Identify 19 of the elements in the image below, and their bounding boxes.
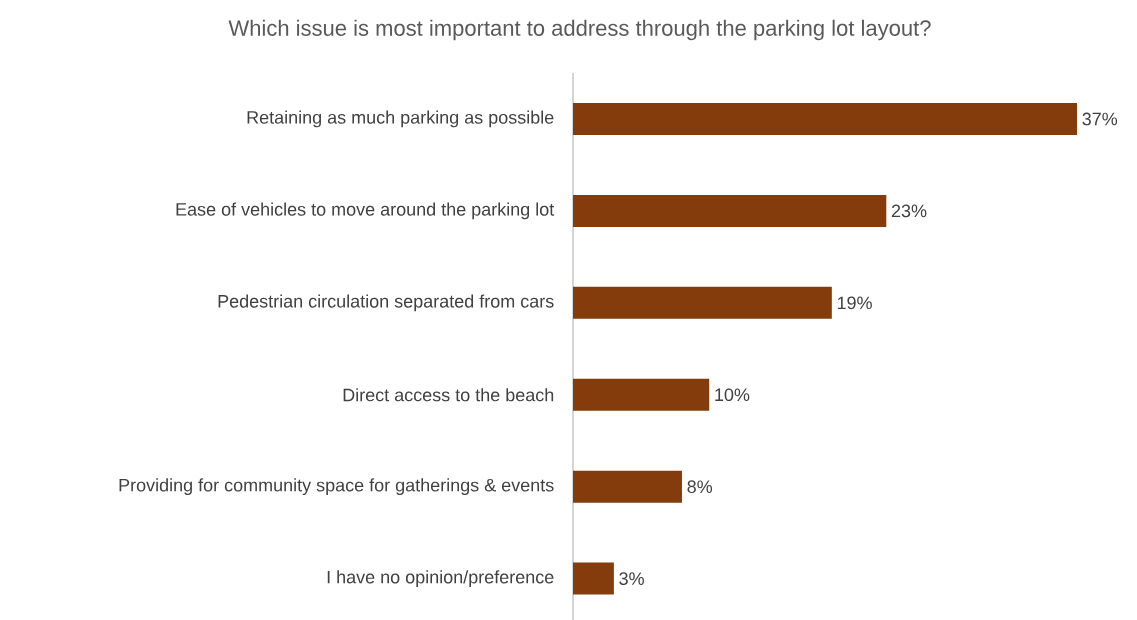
data-label: 37%	[1082, 112, 1118, 126]
y-tick-label: Direct access to the beach	[343, 388, 554, 402]
y-tick-label: Ease of vehicles to move around the parking lot	[176, 202, 555, 220]
data-label: 19%	[837, 296, 872, 310]
bar	[573, 194, 887, 227]
y-tick-label: Pedestrian circulation separated from cars	[218, 294, 554, 312]
bar	[573, 102, 1077, 135]
data-label: 23%	[891, 204, 927, 218]
bar	[573, 286, 832, 319]
y-tick-label: Providing for community space for gatherings & events	[119, 478, 554, 496]
y-tick-label: Retaining as much parking as possible	[247, 110, 554, 128]
data-label: 8%	[687, 480, 713, 494]
data-label: 3%	[619, 572, 644, 585]
data-label: 10%	[715, 388, 750, 402]
bar	[573, 378, 710, 411]
chart-title: Which issue is most important to address through the parking lot layout?	[228, 19, 931, 41]
y-tick-label: I have no opinion/preference	[327, 570, 554, 588]
bar	[573, 562, 614, 595]
bar	[573, 470, 682, 503]
